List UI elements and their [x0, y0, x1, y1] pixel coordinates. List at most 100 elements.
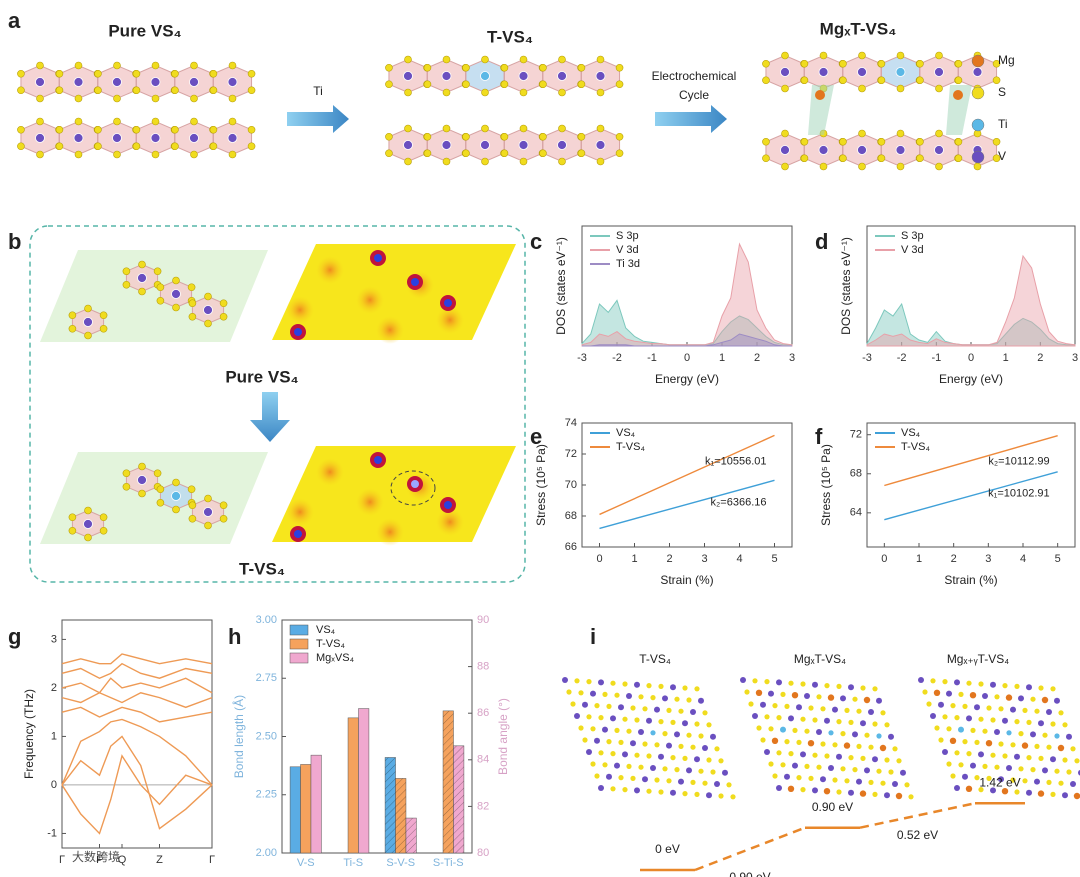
atom-s: [153, 267, 162, 276]
step-label: Cycle: [679, 88, 709, 102]
atom-s: [762, 154, 770, 163]
lattice-atom: [730, 794, 736, 800]
atom-s: [558, 55, 566, 64]
lattice-atom: [860, 755, 866, 762]
slope-label: k₂=6366.16: [711, 496, 767, 508]
atom-s: [68, 526, 77, 535]
caption: T-VS₄: [239, 559, 285, 578]
atom-s: [122, 482, 131, 491]
x-tick-label: 0: [684, 352, 690, 364]
lattice-atom: [756, 725, 762, 731]
lattice-atom: [788, 680, 794, 686]
x-tick-label: -3: [577, 352, 587, 364]
lattice-atom: [950, 773, 956, 779]
y-tick-label: 64: [850, 507, 862, 519]
lattice-atom: [895, 792, 903, 800]
lattice-atom: [1021, 742, 1029, 749]
lattice-atom: [610, 751, 616, 757]
atom-s: [404, 124, 412, 133]
structure-title: Pure VS₄: [108, 21, 181, 40]
lattice-atom: [922, 689, 928, 695]
legend-label: T-VS₄: [316, 638, 345, 650]
lattice-atom: [670, 789, 676, 796]
barrier-path: [859, 802, 976, 829]
elf-blob: [436, 306, 464, 334]
atom-center: [557, 140, 567, 150]
atom-s: [992, 137, 1001, 146]
lattice-atom: [986, 705, 992, 711]
lattice-atom: [1006, 730, 1012, 736]
lattice-atom: [768, 761, 774, 767]
lattice-atom: [654, 742, 660, 748]
lattice-atom: [994, 764, 1000, 770]
lattice-atom: [1030, 767, 1036, 773]
lattice-atom: [933, 689, 941, 696]
atom-s: [781, 129, 789, 138]
elf-blob: [376, 518, 404, 546]
lattice-atom: [804, 693, 810, 699]
lattice-atom: [954, 785, 960, 791]
lattice-atom: [626, 763, 632, 770]
lattice-atom: [876, 697, 882, 704]
x-tick-label: 0: [596, 553, 602, 565]
lattice-atom: [820, 776, 826, 783]
legend-atom: [971, 150, 985, 164]
lattice-atom: [950, 703, 956, 709]
atom-s: [558, 157, 566, 166]
lattice-atom: [686, 732, 692, 738]
atom-s: [99, 513, 108, 522]
atom-s: [935, 162, 943, 171]
lattice-atom: [610, 680, 616, 686]
atom-s: [187, 485, 196, 494]
lattice-atom: [812, 681, 818, 688]
lattice-atom: [824, 717, 830, 724]
lattice-atom: [888, 733, 894, 740]
x-tick-label: Γ: [59, 854, 65, 866]
lattice-atom: [776, 715, 782, 721]
lattice-atom: [816, 694, 822, 700]
line: [61, 718, 213, 786]
lattice-atom: [764, 679, 770, 685]
lattice-atom: [958, 762, 964, 768]
lattice-atom: [824, 683, 830, 689]
atom-s: [171, 125, 179, 134]
atom-s: [762, 137, 770, 146]
atom-s: [17, 69, 25, 78]
x-axis-label: Energy (eV): [655, 372, 719, 386]
atom-s: [151, 117, 160, 126]
legend-label: T-VS₄: [901, 441, 930, 453]
atom-center: [227, 77, 238, 87]
lattice-atom: [946, 761, 952, 767]
x-tick-label: 1: [916, 553, 922, 565]
lattice-atom: [946, 690, 952, 697]
lattice-atom: [662, 766, 668, 772]
lattice-atom: [776, 679, 782, 686]
atom-s: [219, 312, 228, 321]
lattice-atom: [1062, 757, 1068, 763]
lattice-atom: [970, 762, 976, 769]
lattice-atom: [586, 714, 592, 720]
atom-s: [558, 124, 566, 133]
atom-s: [138, 462, 146, 471]
lattice-atom: [614, 692, 620, 698]
lattice-atom: [574, 678, 580, 684]
x-tick-label: S-V-S: [386, 857, 415, 869]
lattice-atom: [760, 701, 766, 708]
lattice-atom: [942, 749, 948, 755]
arrow: [250, 392, 290, 442]
lattice-atom: [792, 727, 798, 734]
lattice-atom: [646, 717, 652, 724]
atom-s: [385, 80, 393, 89]
atom-center: [112, 133, 122, 143]
atom-s: [839, 76, 847, 85]
x-tick-label: F: [96, 854, 103, 866]
atom-s: [800, 59, 809, 68]
y-tick-label: 68: [565, 510, 577, 522]
lattice-atom: [880, 780, 886, 786]
y-tick-label: 2: [51, 682, 57, 694]
atom-s: [94, 86, 102, 95]
lattice-atom: [1066, 733, 1072, 740]
lattice-atom: [598, 715, 604, 721]
lattice-atom: [602, 726, 608, 733]
lattice-atom: [706, 722, 712, 728]
